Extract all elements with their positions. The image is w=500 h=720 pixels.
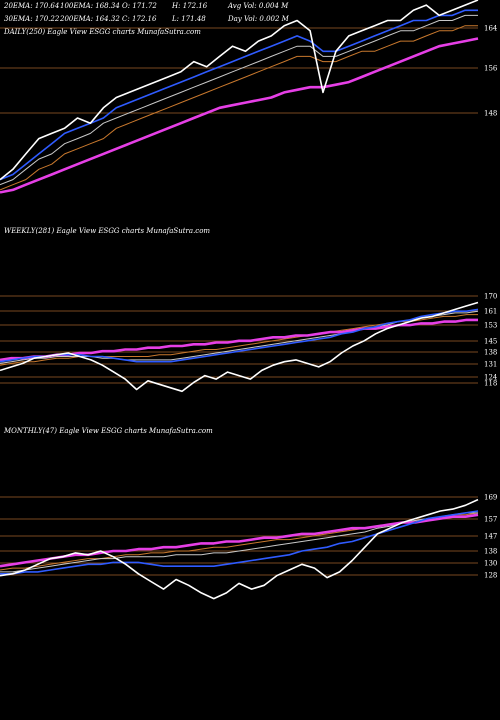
y-tick-label: 124: [484, 374, 498, 382]
price-line: [0, 498, 479, 600]
y-tick-label: 148: [484, 110, 497, 118]
header-close: C: 172.16: [122, 15, 157, 23]
y-tick-label: 145: [484, 338, 497, 346]
header-avg-vol: Avg Vol: 0.004 M: [227, 2, 289, 10]
y-tick-label: 130: [484, 560, 497, 568]
y-tick-label: 153: [484, 322, 497, 330]
y-tick-label: 147: [484, 533, 497, 541]
ema-fast-line: [0, 9, 478, 181]
weekly-panel-title: WEEKLY(281) Eagle View ESGG charts Munaf…: [4, 227, 210, 235]
y-tick-label: 138: [484, 548, 497, 556]
y-tick-label: 156: [484, 65, 498, 73]
ema-fast-line: [0, 510, 479, 575]
y-tick-label: 161: [484, 308, 497, 316]
ema-long-line: [0, 513, 479, 568]
header-open: O: 171.72: [122, 2, 157, 10]
y-tick-label: 138: [484, 349, 497, 357]
y-tick-label: 118: [484, 380, 497, 388]
daily-panel: 164 156 148: [0, 0, 498, 194]
header-20ema: 20EMA: 170.64: [3, 2, 59, 10]
header-30ema: 30EMA: 170.22: [4, 15, 60, 23]
price-line: [0, 0, 479, 181]
indicator-header: 20EMA: 170.64 100EMA: 168.34 O: 171.72 H…: [3, 2, 290, 23]
header-low: L: 171.48: [171, 15, 206, 23]
header-100ema: 100EMA: 168.34: [60, 2, 120, 10]
y-tick-label: 128: [484, 572, 497, 580]
ema-fast-line: [0, 308, 479, 363]
ema-other-line: [0, 25, 478, 191]
y-tick-label: 170: [484, 293, 497, 301]
monthly-panel-title: MONTHLY(47) Eagle View ESGG charts Munaf…: [3, 427, 213, 435]
daily-panel-title: DAILY(250) Eagle View ESGG charts Munafa…: [3, 28, 201, 36]
header-day-vol: Day Vol: 0.002 M: [227, 15, 290, 23]
price-line: [0, 301, 479, 393]
ema-long-line: [0, 37, 479, 194]
ema-mid-line: [0, 14, 478, 186]
y-tick-label: 164: [484, 25, 498, 33]
y-tick-label: 169: [484, 494, 497, 502]
y-tick-label: 157: [484, 516, 497, 524]
header-high: H: 172.16: [171, 2, 208, 10]
header-200ema: 200EMA: 164.32: [59, 15, 120, 23]
y-tick-label: 131: [484, 361, 497, 369]
monthly-panel: 169 157 147 138 130 128: [0, 494, 497, 600]
